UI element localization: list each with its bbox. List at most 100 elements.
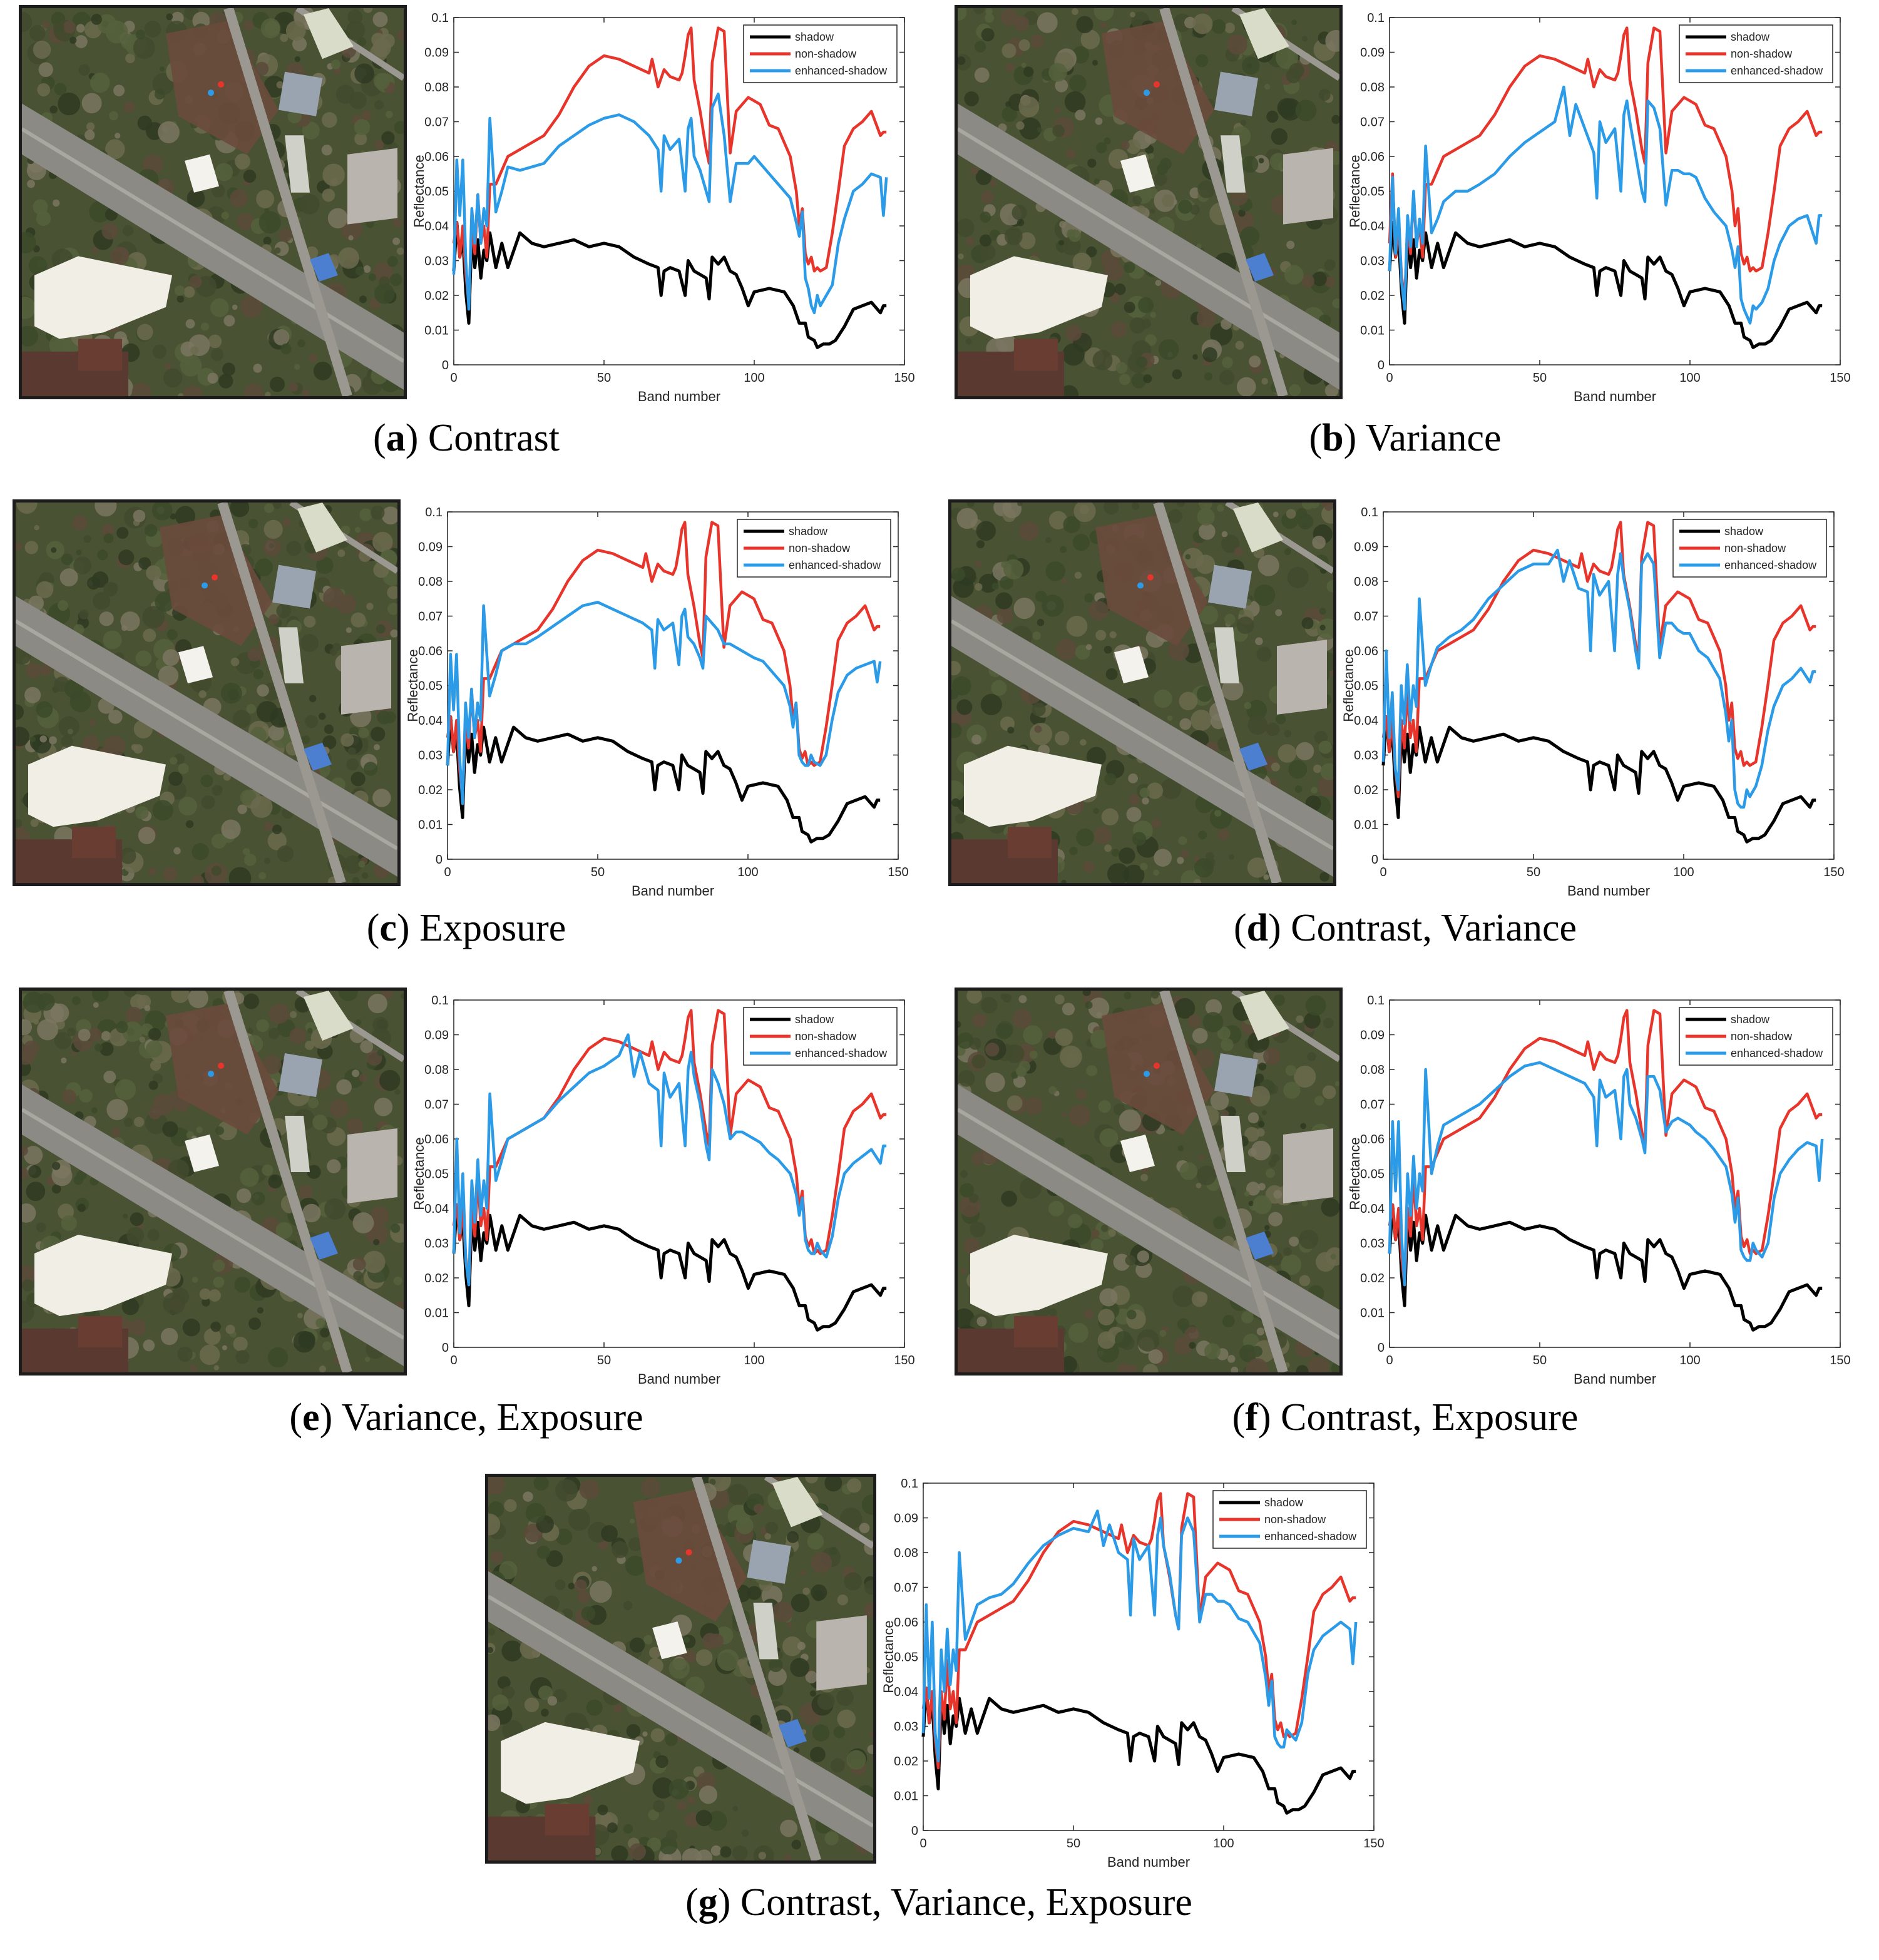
y-tick-label: 0.05 [424,185,449,199]
y-tick-label: 0.07 [418,610,443,624]
aerial-image-c [13,499,401,886]
y-tick-label: 0.06 [1360,1133,1385,1146]
series-line-shadow [1388,221,1823,349]
y-tick-label: 0.03 [894,1720,918,1734]
y-tick-label: 0.06 [894,1616,918,1630]
legend-label: enhanced-shadow [789,559,881,571]
legend-label: enhanced-shadow [795,64,888,77]
y-tick-label: 0.07 [894,1581,918,1595]
y-tick-label: 0.08 [418,575,443,589]
y-tick-label: 0.08 [1354,575,1378,589]
chart-container-g: 0 0.01 0.02 0.03 0.04 0.05 0.06 0.07 0.08 0.09 0.1… [879,1471,1405,1877]
y-tick-label: 0.06 [424,150,449,164]
y-tick-label: 0 [442,1341,449,1355]
legend: shadow non-shadow enhanced-shadow [1672,519,1827,578]
series-line-enhanced-shadow [1388,85,1823,325]
x-tick-label: 50 [597,1354,611,1367]
y-tick-label: 0.04 [894,1685,918,1699]
aerial-image-e [19,988,407,1376]
panel-caption-text: Exposure [419,907,566,949]
panel-caption-d: (d) Contrast, Variance [1233,907,1577,949]
chart-a: 0 0.01 0.02 0.03 0.04 0.05 0.06 0.07 0.08 0.09 0.1… [411,11,915,404]
x-tick-label: 100 [1673,865,1694,879]
y-tick-label: 0.07 [424,116,449,130]
series-line-shadow [452,221,887,349]
y-tick-label: 0.02 [894,1755,918,1769]
legend-label: shadow [1724,525,1764,538]
y-axis-label: Reflectance [881,1620,896,1693]
legend-label: shadow [795,31,834,43]
panel-caption-text: Contrast [428,417,560,459]
x-tick-label: 150 [1830,1354,1850,1367]
y-tick-label: 0.08 [894,1546,918,1560]
panel-letter: a [386,417,406,459]
y-tick-label: 0 [911,1824,918,1838]
y-tick-label: 0.09 [424,46,449,60]
y-tick-label: 0.05 [894,1651,918,1665]
y-tick-label: 0.09 [894,1512,918,1526]
y-tick-label: 0.05 [1354,680,1378,693]
y-tick-label: 0.02 [1354,783,1378,797]
y-tick-label: 0.08 [424,81,449,94]
chart-container-f: 0 0.01 0.02 0.03 0.04 0.05 0.06 0.07 0.08 0.09 0.1… [1346,988,1871,1394]
y-tick-label: 0.1 [431,11,449,25]
x-tick-label: 100 [1679,1354,1700,1367]
panel-caption-e: (e) Variance, Exposure [289,1396,643,1439]
legend: shadow non-shadow enhanced-shadow [1679,24,1833,83]
legend-label: shadow [1731,31,1770,43]
series-line-shadow [446,715,881,844]
legend-label: enhanced-shadow [1264,1530,1357,1543]
x-tick-label: 0 [444,865,451,879]
x-tick-label: 50 [1533,1354,1547,1367]
series-line-enhanced-shadow [921,1509,1358,1763]
panel-letter: b [1322,417,1344,459]
legend-label: non-shadow [795,48,857,60]
y-tick-label: 0 [1378,359,1385,372]
y-tick-label: 0.04 [424,1202,449,1216]
y-axis-label: Reflectance [405,649,421,722]
x-tick-label: 100 [1213,1837,1234,1850]
y-tick-label: 0 [1378,1341,1385,1355]
y-tick-label: 0.09 [1360,1029,1385,1043]
legend-label: non-shadow [1731,48,1793,60]
x-axis-label: Band number [1574,389,1656,404]
x-axis-label: Band number [638,1371,720,1387]
y-tick-label: 0.07 [1360,1098,1385,1112]
y-tick-label: 0.09 [1360,46,1385,60]
chart-container-d: 0 0.01 0.02 0.03 0.04 0.05 0.06 0.07 0.08 0.09 0.1… [1339,499,1865,906]
series-line-shadow [1388,1203,1823,1332]
x-tick-label: 150 [1823,865,1844,879]
x-axis-label: Band number [1107,1854,1190,1870]
x-tick-label: 50 [1533,371,1547,385]
legend-label: shadow [795,1013,834,1026]
y-tick-label: 0.01 [1354,819,1378,832]
series-line-shadow [1381,715,1816,844]
series-line-enhanced-shadow [1388,1061,1824,1287]
y-tick-label: 0.09 [1354,541,1378,554]
x-tick-label: 0 [450,371,457,385]
panel-letter: g [698,1881,718,1924]
x-axis-label: Band number [1574,1371,1656,1387]
y-tick-label: 0.05 [1360,185,1385,199]
y-tick-label: 0.06 [424,1133,449,1146]
x-tick-label: 50 [1067,1837,1080,1850]
y-tick-label: 0.1 [431,994,449,1008]
x-axis-label: Band number [638,389,720,404]
y-tick-label: 0.1 [1367,994,1385,1008]
chart-container-a: 0 0.01 0.02 0.03 0.04 0.05 0.06 0.07 0.08 0.09 0.1… [410,5,936,412]
legend-label: non-shadow [789,542,851,554]
y-tick-label: 0.05 [1360,1168,1385,1182]
series-line-shadow [452,1203,887,1332]
panel-caption-text: Variance, Exposure [341,1396,643,1439]
y-tick-label: 0.08 [1360,1063,1385,1077]
panel-caption-text: Contrast, Variance [1291,907,1577,949]
series-line-enhanced-shadow [452,92,888,315]
y-tick-label: 0 [442,359,449,372]
y-axis-label: Reflectance [1347,155,1363,227]
series-line-non-shadow [1381,521,1816,799]
chart-g: 0 0.01 0.02 0.03 0.04 0.05 0.06 0.07 0.08 0.09 0.1… [881,1477,1385,1870]
series-line-non-shadow [452,26,887,304]
x-tick-label: 150 [894,371,914,385]
y-tick-label: 0.07 [424,1098,449,1112]
y-tick-label: 0.1 [425,506,443,519]
